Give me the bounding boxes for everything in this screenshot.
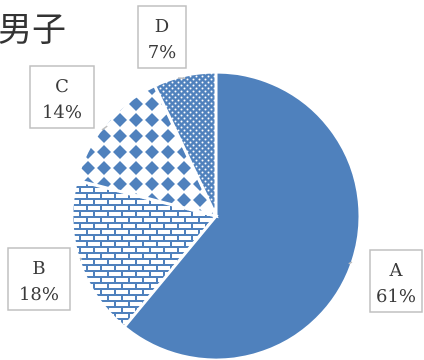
data-label-box-c <box>29 65 95 129</box>
data-label-box-a <box>369 249 423 313</box>
data-label-box-b <box>7 247 71 311</box>
data-label-value-b: 18% <box>19 284 59 305</box>
data-labels: A 61% B 18% C 14% D 7% <box>7 5 423 313</box>
pie-slice-c <box>74 83 219 219</box>
pie-slice-a <box>122 70 362 360</box>
leader-line-c <box>101 125 108 131</box>
data-label-category-d: D <box>155 16 169 37</box>
pie-slices <box>70 70 362 360</box>
data-label-category-b: B <box>32 258 45 279</box>
pie-slice-d <box>152 70 218 217</box>
chart-title-fragment: 男子 <box>0 10 66 50</box>
data-label-value-d: 7% <box>148 42 177 63</box>
pie-slice-b <box>70 178 219 330</box>
leader-line-b <box>79 257 83 261</box>
data-label-category-a: A <box>389 260 404 281</box>
data-label-value-a: 61% <box>376 286 416 307</box>
data-label-category-c: C <box>55 76 69 97</box>
data-label-box-d <box>137 5 187 69</box>
leader-lines <box>79 77 353 265</box>
leader-line-a <box>348 261 353 265</box>
data-label-value-c: 14% <box>42 102 82 123</box>
